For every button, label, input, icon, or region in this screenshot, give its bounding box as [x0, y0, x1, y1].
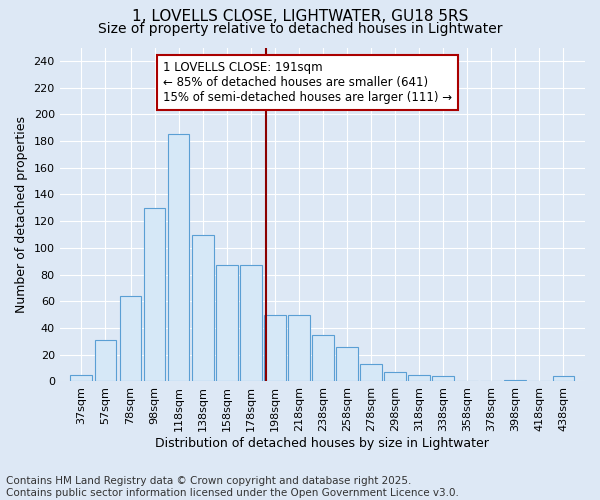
Text: Size of property relative to detached houses in Lightwater: Size of property relative to detached ho…: [98, 22, 502, 36]
Bar: [360, 364, 382, 382]
Bar: [216, 265, 238, 382]
X-axis label: Distribution of detached houses by size in Lightwater: Distribution of detached houses by size …: [155, 437, 489, 450]
Bar: [384, 372, 406, 382]
Bar: [70, 375, 92, 382]
Bar: [288, 314, 310, 382]
Text: 1 LOVELLS CLOSE: 191sqm
← 85% of detached houses are smaller (641)
15% of semi-d: 1 LOVELLS CLOSE: 191sqm ← 85% of detache…: [163, 61, 452, 104]
Bar: [312, 334, 334, 382]
Bar: [336, 346, 358, 382]
Bar: [264, 314, 286, 382]
Bar: [433, 376, 454, 382]
Bar: [553, 376, 574, 382]
Text: Contains HM Land Registry data © Crown copyright and database right 2025.
Contai: Contains HM Land Registry data © Crown c…: [6, 476, 459, 498]
Bar: [120, 296, 142, 382]
Bar: [505, 380, 526, 382]
Bar: [192, 234, 214, 382]
Bar: [168, 134, 190, 382]
Bar: [240, 265, 262, 382]
Bar: [95, 340, 116, 382]
Bar: [408, 375, 430, 382]
Text: 1, LOVELLS CLOSE, LIGHTWATER, GU18 5RS: 1, LOVELLS CLOSE, LIGHTWATER, GU18 5RS: [132, 9, 468, 24]
Bar: [144, 208, 166, 382]
Y-axis label: Number of detached properties: Number of detached properties: [15, 116, 28, 313]
